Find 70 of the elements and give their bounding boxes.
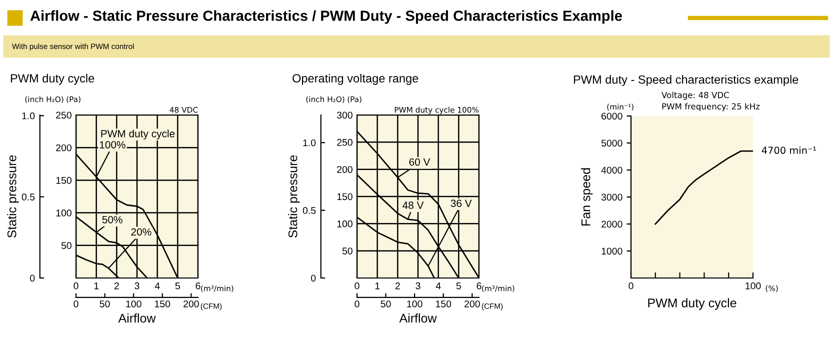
y-tick-label: 4000 xyxy=(601,166,622,174)
x-tick-label: 1 xyxy=(375,282,380,290)
x2-tick-label: 0 xyxy=(354,300,360,308)
x-tick-label: 2 xyxy=(114,282,119,290)
y-tick-label: 6000 xyxy=(602,112,622,120)
y2-tick-label: 1.0 xyxy=(22,112,35,120)
x2-tick-label: 100 xyxy=(126,300,142,308)
y-tick-label: 1000 xyxy=(602,248,622,255)
line-series xyxy=(654,150,753,225)
series-label: 60 V xyxy=(409,158,430,166)
x-tick-label: 0 xyxy=(74,282,78,290)
y2-tick-label: 0 xyxy=(311,274,316,282)
x-tick-label: 3 xyxy=(134,282,140,290)
x2-tick-label: 0 xyxy=(74,300,78,308)
x2-tick-label: 50 xyxy=(100,300,110,308)
x-axis-title: Airflow xyxy=(399,313,437,323)
x2-tick-label: 50 xyxy=(380,300,391,308)
text: 36 V xyxy=(450,200,472,208)
chart-title: PWM duty - Speed characteristics example xyxy=(574,75,798,86)
y-tick-label: 50 xyxy=(61,242,72,250)
x-tick-label: 6 xyxy=(196,282,200,290)
y-tick-label: 100 xyxy=(337,220,352,228)
x-tick-label: 4 xyxy=(436,282,441,290)
y2-axis-title: Static pressure xyxy=(7,155,19,238)
y2-tick-label: 0 xyxy=(30,274,35,282)
x2-tick-label: 100 xyxy=(407,300,422,308)
x-tick-label: 0 xyxy=(354,282,360,290)
y-tick-label: 2000 xyxy=(602,220,622,228)
y-tick-label: 200 xyxy=(337,166,352,173)
x-tick-label: 0 xyxy=(628,282,634,290)
y-tick-label: 300 xyxy=(336,112,352,119)
x-tick-label: 6 xyxy=(476,282,482,290)
y-tick-label: 150 xyxy=(337,193,352,200)
series-label: 50% xyxy=(102,216,122,224)
y2-tick-label: 0.5 xyxy=(302,207,316,214)
y2-tick-label: 0.5 xyxy=(22,194,35,200)
x-tick-label: 2 xyxy=(395,282,400,290)
x-tick-label: 1 xyxy=(94,282,99,290)
y-tick-label: 250 xyxy=(56,112,72,119)
y-tick-label: 5000 xyxy=(601,140,622,147)
legend-title: PWM duty cycle xyxy=(101,130,175,140)
x-tick-label: 5 xyxy=(456,282,461,290)
x2-tick-label: 200 xyxy=(464,300,480,308)
chart-title: Operating voltage range xyxy=(292,74,418,85)
annotation: 4700 min⁻¹ xyxy=(762,146,816,154)
y-tick-label: 50 xyxy=(342,248,352,254)
y-tick-label: 3000 xyxy=(601,194,622,201)
y-tick-label: 150 xyxy=(56,176,72,184)
y-axis-title: Fan speed xyxy=(581,168,593,226)
text: 20% xyxy=(131,228,152,236)
x2-tick-label: 200 xyxy=(184,300,199,308)
x-axis-title: Airflow xyxy=(118,313,156,323)
text: PWM frequency: 25 kHz xyxy=(662,103,760,112)
x-tick-label: 3 xyxy=(416,282,420,290)
x2-tick-label: 150 xyxy=(436,300,452,308)
y-tick-label: 250 xyxy=(337,138,352,146)
chart-title: PWM duty cycle xyxy=(10,74,94,85)
x-tick-label: 4 xyxy=(154,282,160,290)
text: Voltage: 48 VDC xyxy=(662,92,729,100)
y2-axis-title: Static pressure xyxy=(288,155,300,238)
text: Airflow - Static Pressure Characteristics / PWM Duty - Speed Characteristics Example xyxy=(30,10,622,24)
x-axis-title: PWM duty cycle xyxy=(648,298,736,310)
y-tick-label: 100 xyxy=(56,210,72,216)
text: 100% xyxy=(100,141,126,148)
y2-tick-label: 1.0 xyxy=(303,139,316,146)
x-tick-label: 100 xyxy=(746,282,761,290)
series-label: 48 V xyxy=(402,202,424,209)
y-tick-label: 200 xyxy=(56,144,72,152)
x2-tick-label: 150 xyxy=(154,300,170,308)
x-tick-label: 5 xyxy=(175,282,180,290)
